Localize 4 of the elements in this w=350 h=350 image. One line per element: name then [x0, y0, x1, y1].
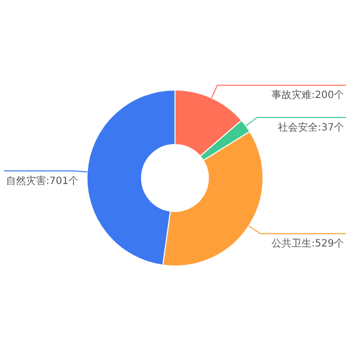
slice-label: 社会安全:37个 — [278, 122, 344, 134]
slice-label: 公共卫生:529个 — [272, 238, 344, 250]
slice-label: 自然灾害:701个 — [6, 176, 78, 187]
slice-label: 事故灾难:200个 — [272, 90, 344, 102]
